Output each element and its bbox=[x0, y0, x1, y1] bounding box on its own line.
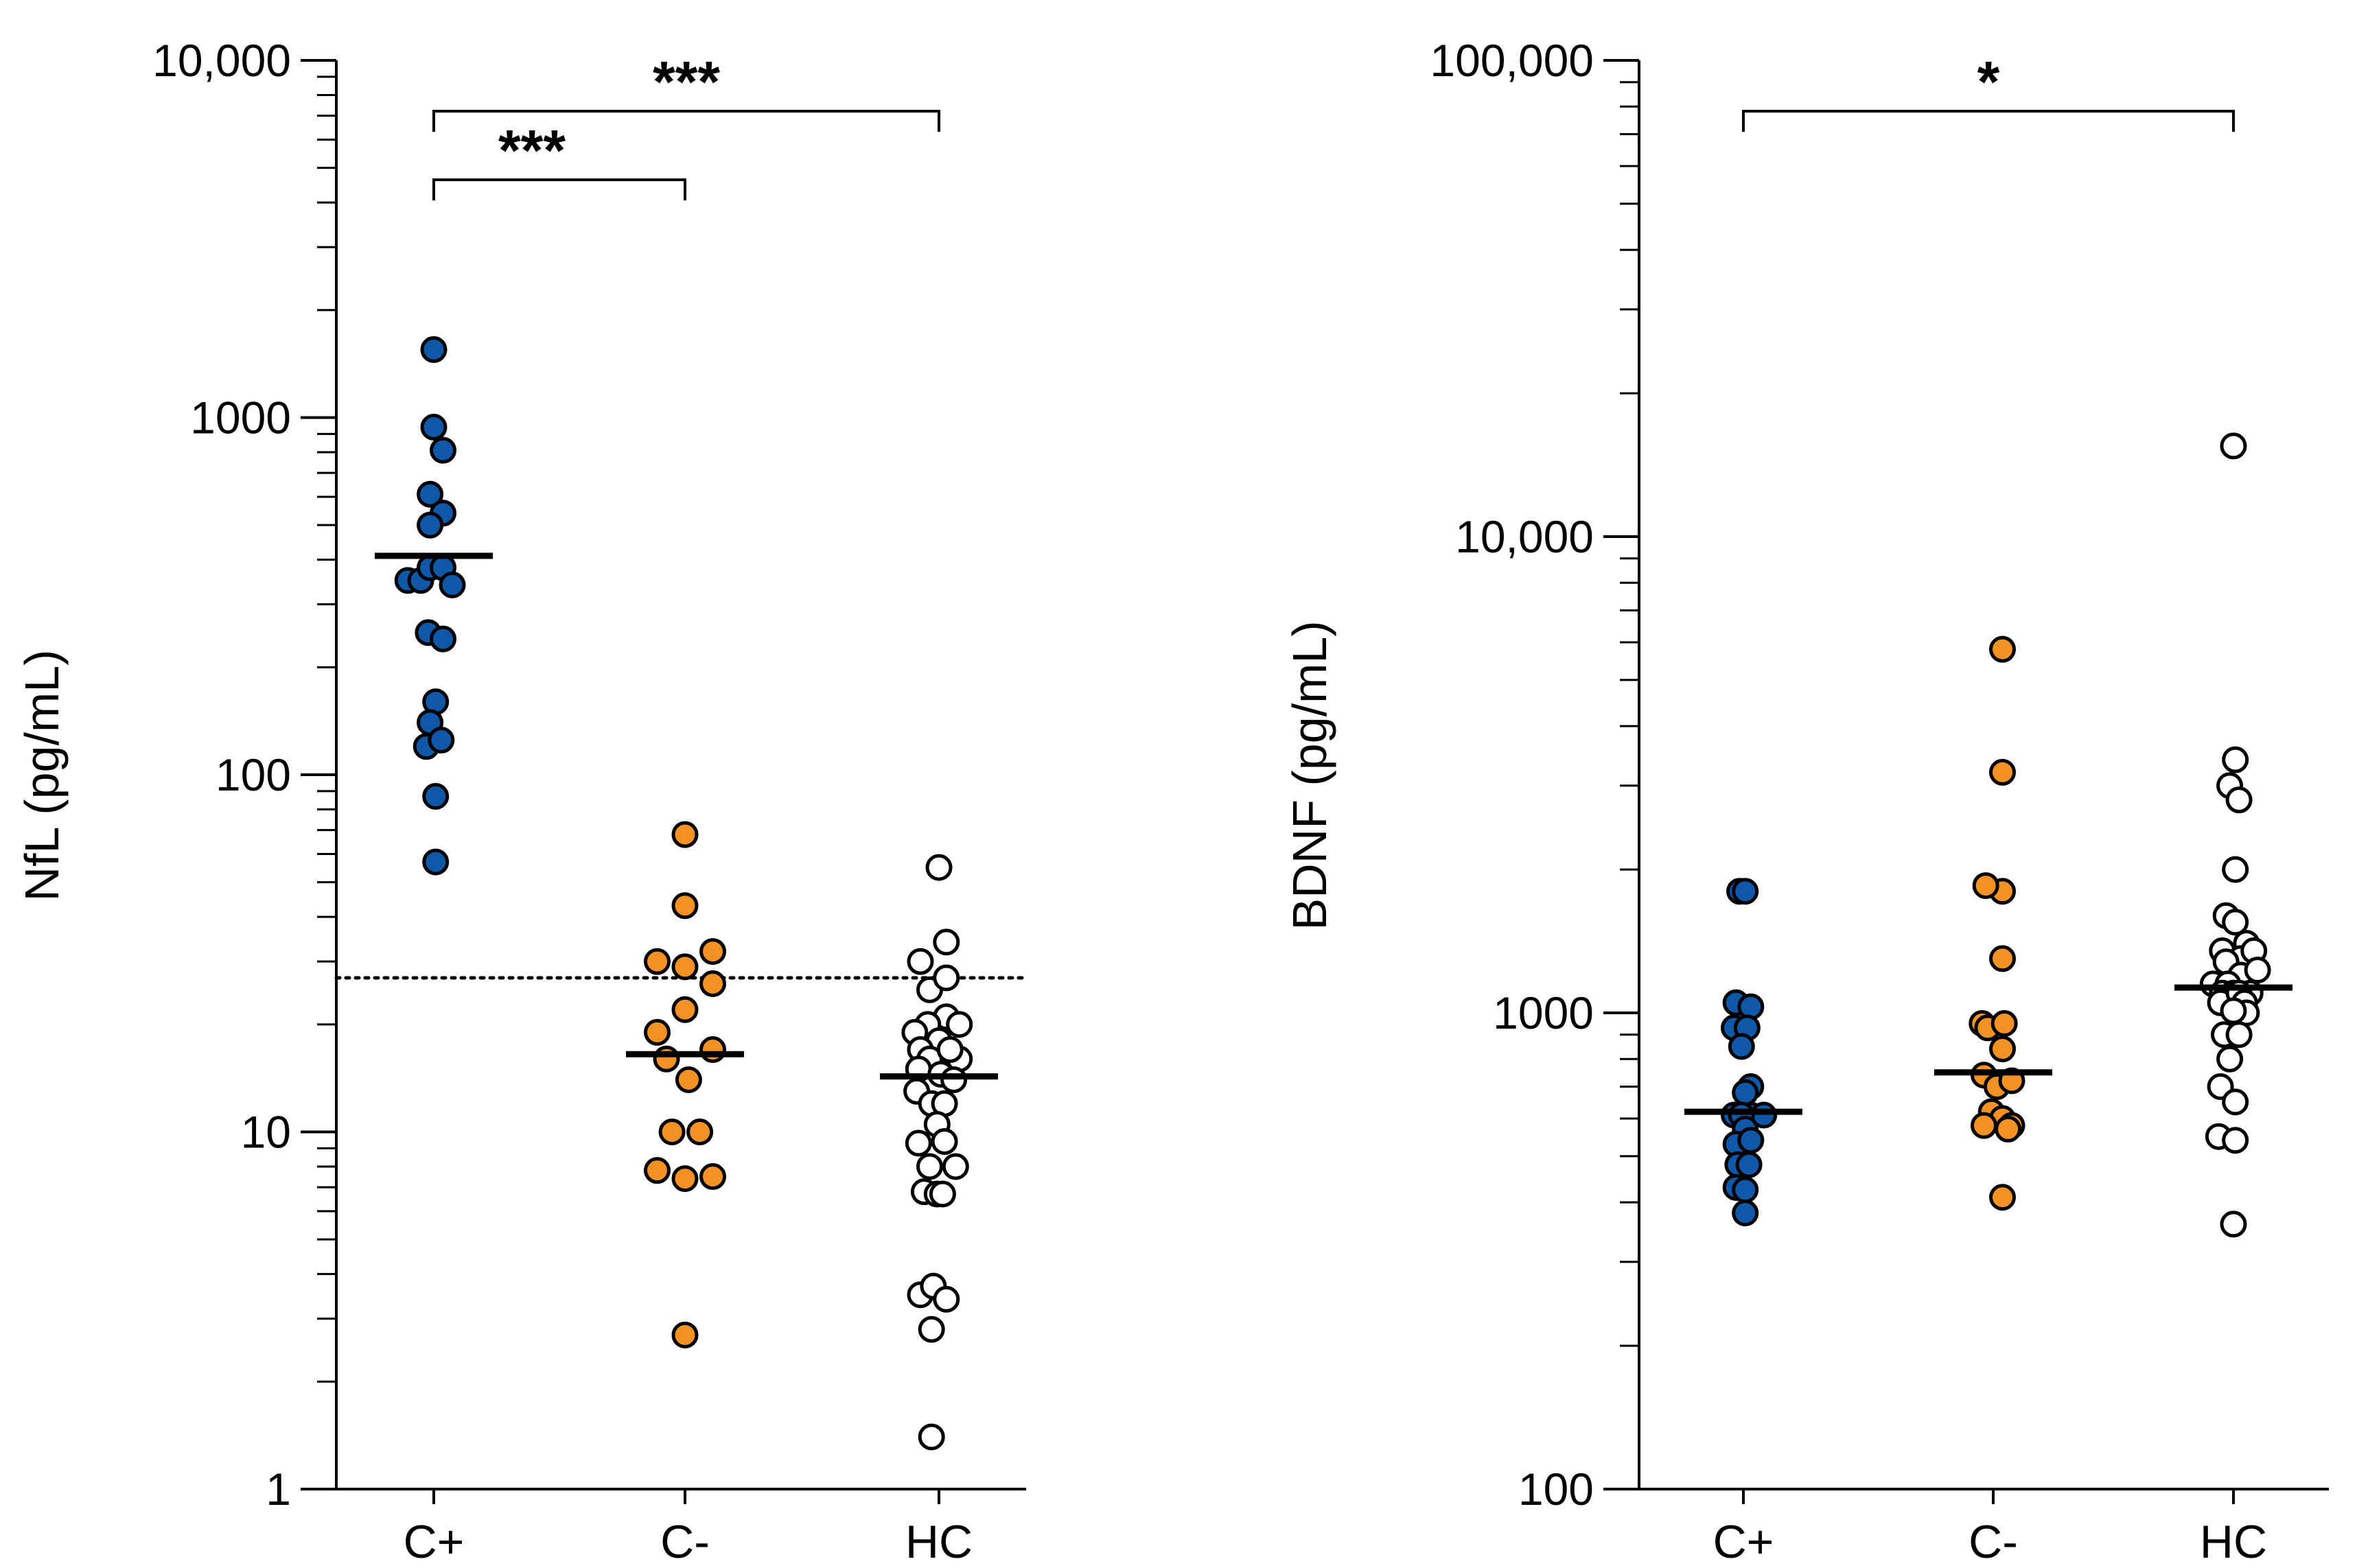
data-point bbox=[422, 782, 450, 810]
x-tick-label: C+ bbox=[1713, 1516, 1774, 1568]
data-point bbox=[671, 892, 699, 920]
y-tick-label: 1 bbox=[266, 1464, 291, 1514]
data-point bbox=[933, 964, 960, 992]
data-point bbox=[929, 1180, 956, 1208]
data-point bbox=[916, 1153, 943, 1180]
data-point bbox=[644, 1157, 671, 1184]
data-point bbox=[699, 1163, 726, 1191]
data-point bbox=[439, 571, 466, 598]
y-tick-label: 100 bbox=[216, 749, 291, 800]
y-tick-label: 10,000 bbox=[152, 35, 291, 86]
data-point bbox=[699, 938, 726, 966]
data-point bbox=[905, 1130, 932, 1157]
y-tick-label: 10,000 bbox=[1455, 511, 1594, 562]
data-point bbox=[1989, 1184, 2016, 1211]
y-tick-label: 1000 bbox=[190, 393, 291, 443]
data-point bbox=[2216, 1045, 2244, 1073]
data-point bbox=[417, 480, 444, 508]
data-point bbox=[2220, 432, 2247, 460]
data-point bbox=[671, 996, 699, 1023]
y-tick-label: 100,000 bbox=[1430, 35, 1594, 86]
data-point bbox=[1737, 1127, 1765, 1154]
x-tick-label: C+ bbox=[404, 1516, 465, 1568]
data-point bbox=[933, 928, 960, 956]
data-point bbox=[1989, 1035, 2016, 1063]
data-point bbox=[1995, 1115, 2022, 1143]
x-tick-label: C- bbox=[660, 1516, 710, 1568]
significance-label: *** bbox=[498, 118, 566, 183]
y-tick-label: 10 bbox=[241, 1107, 291, 1158]
data-point bbox=[671, 821, 699, 848]
data-point bbox=[1732, 1176, 1759, 1204]
data-point bbox=[417, 511, 444, 539]
data-point bbox=[1735, 1151, 1763, 1178]
data-point bbox=[644, 948, 671, 975]
data-point bbox=[2222, 1088, 2249, 1116]
data-point bbox=[2222, 1127, 2249, 1154]
data-point bbox=[2222, 746, 2249, 773]
significance-label: *** bbox=[653, 49, 720, 114]
data-point bbox=[936, 1036, 964, 1064]
data-point bbox=[2222, 909, 2249, 936]
significance-label: * bbox=[1977, 49, 2000, 114]
data-point bbox=[946, 1011, 973, 1038]
data-point bbox=[671, 953, 699, 981]
data-point bbox=[430, 436, 456, 464]
data-point bbox=[918, 1423, 945, 1451]
data-point bbox=[671, 1165, 699, 1193]
significance-bracket bbox=[432, 110, 940, 132]
data-point bbox=[1989, 758, 2016, 786]
bdnf-panel: 100 1000 10,000 100,000 BDNF (pg/mL) C+ C- HC * bbox=[1283, 35, 2329, 1568]
data-point bbox=[428, 727, 455, 754]
data-point bbox=[686, 1119, 714, 1145]
y-tick-label: 1000 bbox=[1493, 987, 1594, 1038]
data-point bbox=[2244, 957, 2271, 984]
data-point bbox=[420, 413, 448, 441]
data-point bbox=[1989, 945, 2016, 972]
data-point bbox=[2222, 856, 2249, 883]
y-axis-title: BDNF (pg/mL) bbox=[1283, 620, 1336, 930]
data-point bbox=[644, 1018, 671, 1046]
data-point bbox=[1972, 872, 1999, 900]
data-point bbox=[931, 1127, 958, 1155]
x-tick-label: C- bbox=[1969, 1516, 2018, 1568]
data-point bbox=[940, 1066, 968, 1093]
significance-bracket bbox=[1742, 110, 2235, 132]
data-point bbox=[1728, 1033, 1755, 1060]
data-point bbox=[1989, 635, 2016, 663]
data-point bbox=[918, 1315, 945, 1343]
data-point bbox=[671, 1321, 699, 1348]
data-point bbox=[430, 625, 456, 653]
data-point bbox=[925, 854, 953, 881]
data-point bbox=[1737, 993, 1765, 1020]
data-point bbox=[1732, 1079, 1759, 1106]
data-point bbox=[1732, 1200, 1759, 1227]
data-point bbox=[699, 1036, 726, 1064]
data-point bbox=[653, 1045, 680, 1073]
data-point bbox=[699, 970, 726, 998]
y-axis-title: NfL (pg/mL) bbox=[15, 650, 69, 902]
data-point bbox=[658, 1119, 686, 1145]
nfl-panel: 1 10 100 1000 10,000 NfL (pg/mL) C+ C- HC *** *** bbox=[15, 35, 1028, 1568]
data-point bbox=[907, 948, 934, 975]
data-point bbox=[2220, 997, 2247, 1025]
x-tick-label: HC bbox=[2200, 1516, 2267, 1568]
data-point bbox=[1971, 1112, 1997, 1139]
data-point bbox=[2225, 786, 2253, 814]
data-point bbox=[1732, 878, 1759, 905]
data-point bbox=[420, 336, 448, 363]
data-point bbox=[2225, 1021, 2253, 1049]
y-tick-label: 100 bbox=[1518, 1464, 1594, 1514]
data-point bbox=[933, 1285, 960, 1313]
data-point bbox=[422, 848, 450, 876]
significance-bracket bbox=[432, 178, 686, 200]
data-point bbox=[1990, 1009, 2018, 1037]
x-tick-label: HC bbox=[905, 1516, 973, 1568]
data-point bbox=[942, 1153, 969, 1180]
data-point bbox=[2220, 1210, 2247, 1238]
data-point bbox=[675, 1066, 702, 1093]
